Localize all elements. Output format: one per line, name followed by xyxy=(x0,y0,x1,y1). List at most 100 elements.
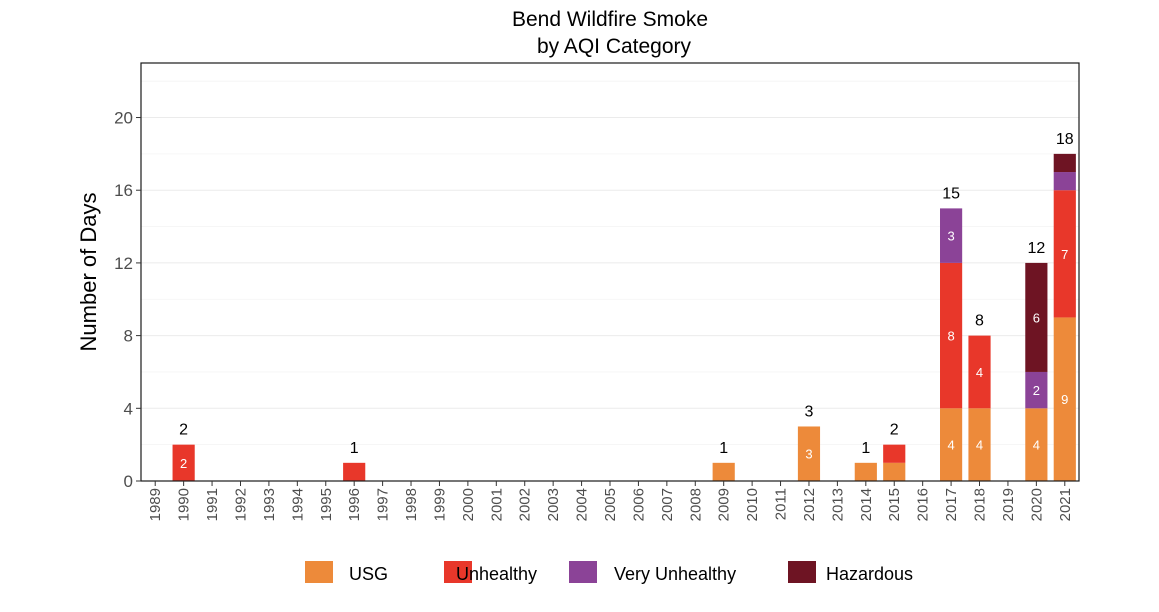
bar-usg-2017 xyxy=(940,408,963,481)
legend-label-hazardous: Hazardous xyxy=(826,564,913,584)
total-label-1996: 1 xyxy=(350,440,359,457)
x-tick-label-2013: 2013 xyxy=(829,488,846,521)
legend: USG Unhealthy Very Unhealthy Hazardous xyxy=(305,561,913,584)
bar-unhealthy-2015 xyxy=(883,444,906,463)
segment-label-unhealthy-2017: 8 xyxy=(947,329,954,344)
segment-label-unhealthy-1990: 2 xyxy=(180,456,187,471)
x-tick-label-2017: 2017 xyxy=(943,488,960,521)
x-tick-label-1991: 1991 xyxy=(204,488,221,521)
x-tick-label-2003: 2003 xyxy=(545,488,562,521)
x-tick-label-1989: 1989 xyxy=(147,488,164,521)
x-tick-label-2018: 2018 xyxy=(972,488,989,521)
total-label-2012: 3 xyxy=(805,403,814,420)
segment-label-very-unhealthy-2020: 2 xyxy=(1033,383,1040,398)
y-axis-label: Number of Days xyxy=(76,193,101,352)
x-tick-label-2010: 2010 xyxy=(744,488,761,521)
bar-unhealthy-1996 xyxy=(343,462,366,481)
bar-unhealthy-2017 xyxy=(940,262,963,409)
x-tick-label-1999: 1999 xyxy=(431,488,448,521)
bar-usg-2014 xyxy=(854,462,877,481)
x-tick-label-2021: 2021 xyxy=(1057,488,1074,521)
legend-label-very-unhealthy: Very Unhealthy xyxy=(614,564,736,584)
segment-label-hazardous-2020: 6 xyxy=(1033,310,1040,325)
segment-label-usg-2021: 9 xyxy=(1061,392,1068,407)
bar-unhealthy-2018 xyxy=(968,335,991,409)
y-axis: 0 4 8 12 16 20 xyxy=(114,109,141,491)
segment-label-very-unhealthy-2017: 3 xyxy=(947,229,954,244)
x-tick-label-1993: 1993 xyxy=(261,488,278,521)
bar-usg-2012 xyxy=(797,426,821,481)
x-tick-label-2019: 2019 xyxy=(1000,488,1017,521)
x-tick-label-1990: 1990 xyxy=(176,488,193,521)
bar-hazardous-2020 xyxy=(1025,262,1048,372)
x-tick-label-2015: 2015 xyxy=(886,488,903,521)
chart-title-line-2: by AQI Category xyxy=(537,35,692,58)
x-tick-label-1998: 1998 xyxy=(403,488,420,521)
legend-swatch-hazardous xyxy=(788,561,816,583)
segment-label-unhealthy-2018: 4 xyxy=(976,365,983,380)
bar-unhealthy-2021 xyxy=(1053,190,1076,318)
x-tick-label-1994: 1994 xyxy=(289,488,306,521)
legend-label-usg: USG xyxy=(349,564,388,584)
x-tick-label-2012: 2012 xyxy=(801,488,818,521)
x-tick-label-2004: 2004 xyxy=(574,488,591,521)
x-tick-label-1996: 1996 xyxy=(346,488,363,521)
x-tick-label-2006: 2006 xyxy=(630,488,647,521)
segment-label-usg-2018: 4 xyxy=(976,438,983,453)
x-tick-label-2016: 2016 xyxy=(915,488,932,521)
x-tick-label-2008: 2008 xyxy=(687,488,704,521)
x-tick-label-1995: 1995 xyxy=(318,488,335,521)
x-tick-label-1997: 1997 xyxy=(375,488,392,521)
bar-usg-2021 xyxy=(1053,317,1076,481)
x-tick-label-2000: 2000 xyxy=(460,488,477,521)
legend-swatch-very-unhealthy xyxy=(569,561,597,583)
total-label-2020: 12 xyxy=(1027,240,1045,257)
bar-hazardous-2021 xyxy=(1053,153,1076,173)
x-tick-label-2014: 2014 xyxy=(858,488,875,521)
bars xyxy=(172,153,1076,481)
total-label-2009: 1 xyxy=(719,440,728,457)
legend-swatch-usg xyxy=(305,561,333,583)
chart-title-line-1: Bend Wildfire Smoke xyxy=(512,8,708,31)
total-label-2014: 1 xyxy=(861,440,870,457)
legend-swatch-unhealthy xyxy=(444,561,472,583)
x-tick-label-1992: 1992 xyxy=(232,488,249,521)
total-label-1990: 2 xyxy=(179,422,188,439)
total-label-2015: 2 xyxy=(890,422,899,439)
y-tick-label-8: 8 xyxy=(124,327,133,346)
segment-label-usg-2020: 4 xyxy=(1033,438,1040,453)
legend-label-unhealthy: Unhealthy xyxy=(456,564,537,584)
total-label-2017: 15 xyxy=(942,185,960,202)
y-tick-label-12: 12 xyxy=(114,254,133,273)
y-tick-label-0: 0 xyxy=(124,472,133,491)
x-tick-label-2005: 2005 xyxy=(602,488,619,521)
segment-labels: 2 3 4 8 3 4 4 4 2 6 9 7 xyxy=(180,229,1068,471)
bar-very-unhealthy-2021 xyxy=(1053,172,1076,191)
total-label-2021: 18 xyxy=(1056,131,1074,148)
bar-usg-2009 xyxy=(712,462,735,481)
bar-very-unhealthy-2017 xyxy=(940,208,963,263)
bar-very-unhealthy-2020 xyxy=(1025,371,1048,409)
x-tick-label-2001: 2001 xyxy=(488,488,505,521)
y-tick-label-4: 4 xyxy=(124,399,133,418)
x-tick-label-2009: 2009 xyxy=(716,488,733,521)
x-tick-label-2002: 2002 xyxy=(517,488,534,521)
y-tick-label-20: 20 xyxy=(114,109,133,128)
plot-border xyxy=(140,62,1080,482)
bar-unhealthy-1990 xyxy=(172,444,195,481)
bar-usg-2015 xyxy=(883,462,906,481)
x-tick-label-2020: 2020 xyxy=(1028,488,1045,521)
total-label-2018: 8 xyxy=(975,313,984,330)
bar-usg-2020 xyxy=(1025,408,1048,481)
segment-label-usg-2017: 4 xyxy=(947,438,954,453)
gridlines xyxy=(141,80,1079,482)
x-axis: 1989 1990 1991 1992 1993 1994 1995 1996 1997 1998… xyxy=(147,481,1074,521)
x-tick-label-2007: 2007 xyxy=(659,488,676,521)
bar-usg-2018 xyxy=(968,408,991,481)
x-tick-label-2011: 2011 xyxy=(773,488,790,520)
segment-label-usg-2012: 3 xyxy=(805,447,812,462)
y-tick-label-16: 16 xyxy=(114,181,133,200)
segment-label-unhealthy-2021: 7 xyxy=(1061,247,1068,262)
